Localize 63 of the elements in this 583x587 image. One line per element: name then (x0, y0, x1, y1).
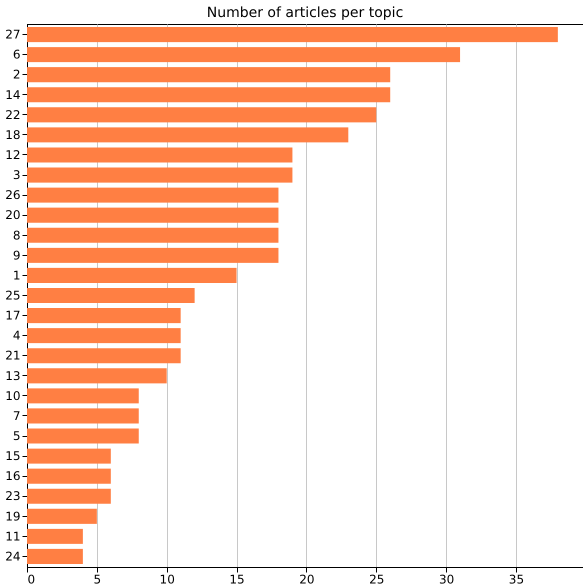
bar (27, 488, 111, 504)
bar (27, 188, 278, 203)
bar (27, 508, 97, 524)
y-tick-label: 24 (5, 549, 20, 564)
bar (27, 408, 139, 424)
x-tick-label: 25 (369, 572, 384, 586)
chart-title: Number of articles per topic (206, 5, 404, 21)
y-tick-label: 25 (5, 288, 20, 302)
y-tick-label: 21 (5, 348, 20, 363)
y-tick-label: 14 (5, 88, 20, 102)
bar (27, 368, 167, 384)
y-tick-label: 15 (5, 449, 20, 464)
bar (27, 67, 390, 82)
bar (27, 228, 278, 243)
y-tick-label: 12 (5, 148, 20, 162)
y-tick-label: 4 (12, 328, 20, 343)
y-tick-label: 22 (5, 108, 20, 122)
y-tick-label: 26 (5, 188, 20, 202)
x-tick-label: 5 (94, 572, 102, 586)
bar (27, 168, 292, 183)
y-tick-label: 1 (12, 268, 20, 282)
bar (27, 127, 348, 142)
y-tick-label: 16 (5, 469, 20, 484)
bar (27, 328, 181, 344)
bar (27, 348, 181, 364)
bar (27, 147, 292, 163)
y-tick-label: 18 (5, 128, 20, 142)
bar (27, 548, 83, 564)
bar (27, 468, 111, 484)
y-tick-label: 17 (5, 308, 20, 323)
bar (27, 208, 278, 223)
bar (27, 288, 195, 304)
bar (27, 448, 111, 464)
y-tick-label: 20 (5, 208, 20, 222)
bar (27, 528, 83, 544)
bar (27, 107, 376, 122)
bar (27, 388, 139, 404)
y-tick-label: 19 (5, 509, 20, 524)
y-tick-label: 8 (12, 228, 20, 242)
y-tick-label: 23 (5, 489, 20, 504)
bar (27, 87, 390, 102)
x-tick-label: 0 (28, 572, 36, 586)
x-tick-label: 30 (438, 572, 454, 586)
y-tick-label: 13 (5, 368, 20, 383)
x-tick-label: 20 (299, 572, 315, 586)
y-tick-label: 6 (12, 48, 20, 62)
y-tick-label: 27 (5, 28, 20, 42)
y-tick-label: 3 (12, 168, 20, 182)
y-tick-label: 11 (5, 529, 20, 544)
bar (27, 428, 139, 444)
bar (27, 47, 460, 62)
bar (27, 308, 181, 324)
x-tick-label: 15 (229, 572, 245, 586)
y-tick-label: 7 (12, 408, 20, 423)
y-tick-label: 9 (12, 248, 20, 262)
bar (27, 27, 558, 42)
x-tick-label: 10 (160, 572, 175, 586)
y-tick-label: 5 (12, 429, 20, 444)
bar (27, 268, 237, 283)
bar (27, 248, 278, 263)
y-tick-label: 10 (5, 388, 20, 403)
y-tick-label: 2 (12, 68, 20, 82)
x-tick-label: 35 (508, 572, 524, 586)
